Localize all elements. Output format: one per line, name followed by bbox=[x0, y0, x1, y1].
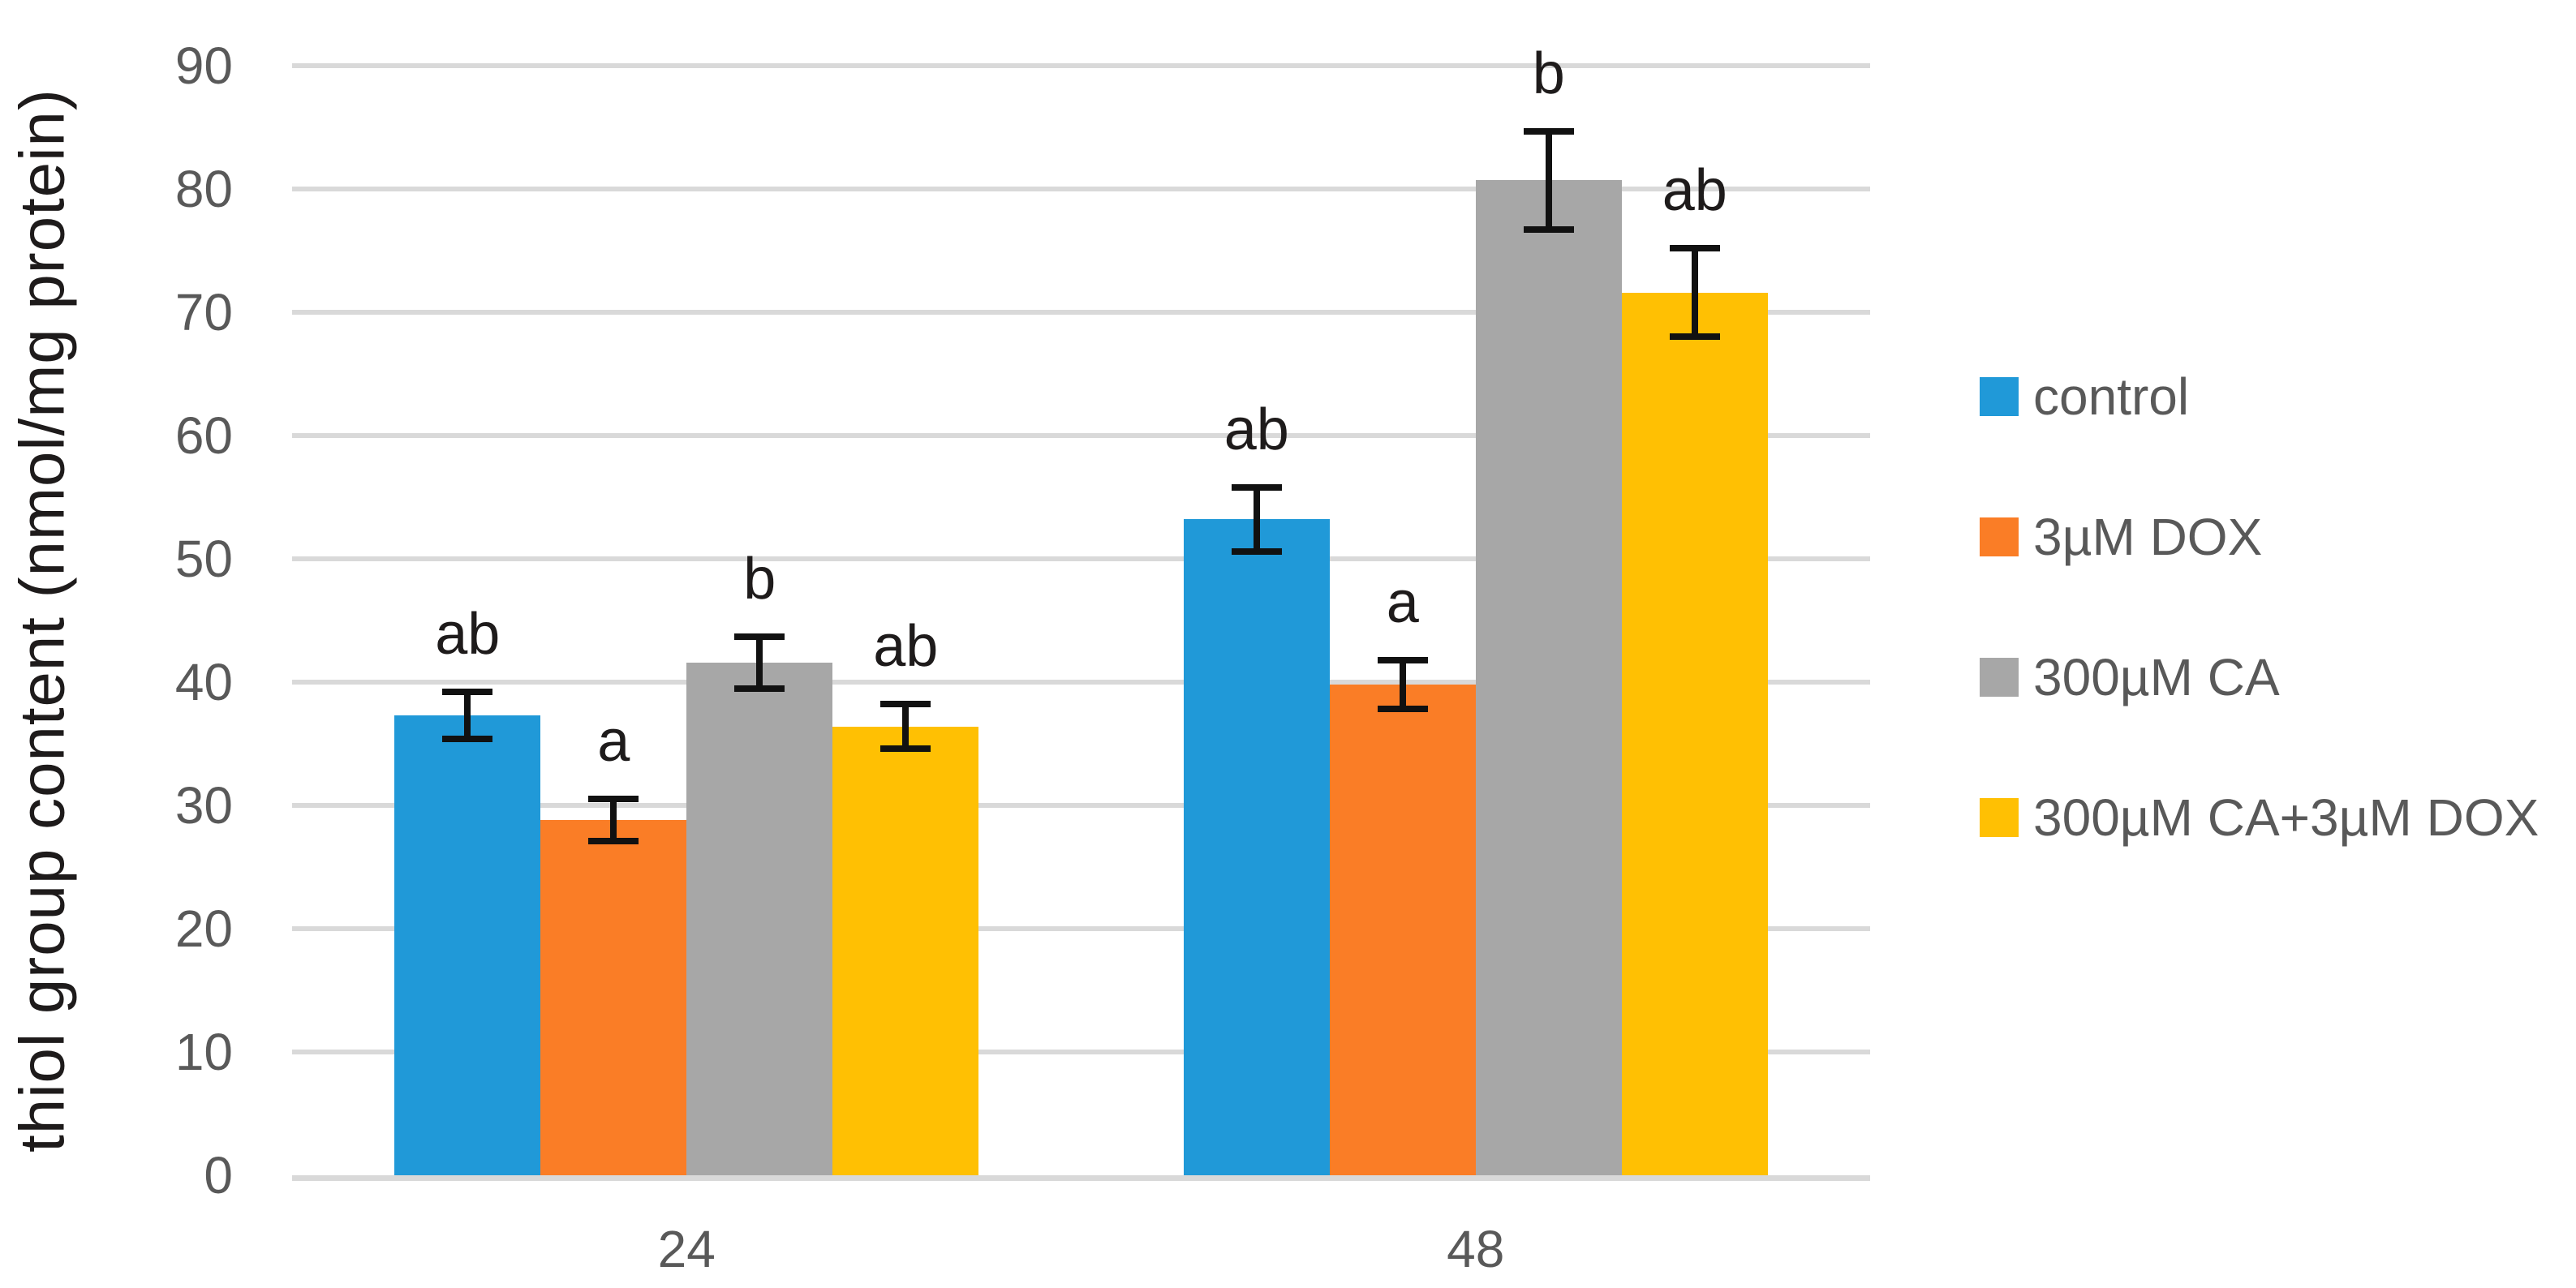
error-bar-line bbox=[1253, 487, 1260, 552]
y-tick-label: 40 bbox=[174, 653, 233, 711]
error-bar-cap-top bbox=[1523, 127, 1574, 135]
y-tick-label: 90 bbox=[174, 36, 233, 95]
significance-letter: b bbox=[743, 546, 776, 612]
error-bar-line bbox=[610, 799, 617, 842]
significance-letter: ab bbox=[1662, 157, 1727, 223]
legend-label: 300µM CA+3µM DOX bbox=[2033, 788, 2539, 847]
error-bar-line bbox=[902, 704, 910, 749]
gridline bbox=[292, 433, 1870, 438]
y-tick-label: 70 bbox=[174, 283, 233, 341]
significance-letter: ab bbox=[873, 614, 939, 680]
legend-swatch-icon bbox=[1980, 798, 2019, 837]
error-bar-cap-bottom bbox=[1231, 547, 1282, 555]
error-bar-cap-top bbox=[880, 701, 931, 708]
x-category-label: 24 bbox=[657, 1220, 716, 1278]
legend-item: 300µM CA bbox=[1980, 649, 2280, 706]
error-bar-cap-bottom bbox=[1669, 333, 1720, 341]
y-tick-label: 60 bbox=[174, 406, 233, 465]
significance-letter: ab bbox=[1223, 397, 1289, 462]
bar-300-m-ca-3-m-dox bbox=[1621, 292, 1768, 1175]
y-tick-label: 50 bbox=[174, 530, 233, 588]
error-bar-cap-bottom bbox=[1377, 706, 1428, 713]
legend-item: 3µM DOX bbox=[1980, 509, 2262, 565]
gridline bbox=[292, 926, 1870, 931]
error-bar-cap-bottom bbox=[1523, 226, 1574, 234]
bar-300-m-ca bbox=[686, 662, 833, 1175]
gridline bbox=[292, 803, 1870, 808]
error-bar-line bbox=[464, 692, 471, 739]
bar-300-m-ca bbox=[1475, 180, 1622, 1175]
gridline bbox=[292, 556, 1870, 561]
legend-item: 300µM CA+3µM DOX bbox=[1980, 789, 2539, 846]
bar-control bbox=[394, 715, 541, 1175]
error-bar-cap-top bbox=[588, 796, 639, 803]
x-category-label: 48 bbox=[1447, 1220, 1505, 1278]
bar-3-m-dox bbox=[540, 820, 687, 1175]
error-bar-cap-top bbox=[734, 633, 785, 640]
error-bar-line bbox=[1691, 247, 1698, 337]
bar-300-m-ca-3-m-dox bbox=[832, 726, 979, 1175]
error-bar-cap-bottom bbox=[442, 735, 493, 742]
legend-item: control bbox=[1980, 368, 2189, 425]
error-bar-cap-bottom bbox=[880, 745, 931, 753]
error-bar-cap-bottom bbox=[588, 838, 639, 845]
error-bar-line bbox=[756, 636, 763, 689]
y-tick-label: 20 bbox=[174, 899, 233, 958]
bar-control bbox=[1183, 519, 1330, 1175]
legend-swatch-icon bbox=[1980, 517, 2019, 556]
gridline bbox=[292, 63, 1870, 68]
gridline bbox=[292, 310, 1870, 315]
error-bar-cap-top bbox=[1669, 244, 1720, 251]
error-bar-cap-top bbox=[1231, 483, 1282, 491]
error-bar-cap-top bbox=[442, 689, 493, 696]
legend-label: 3µM DOX bbox=[2033, 508, 2263, 566]
gridline bbox=[292, 187, 1870, 191]
error-bar-line bbox=[1399, 659, 1406, 710]
error-bar-cap-bottom bbox=[734, 685, 785, 692]
y-tick-label: 10 bbox=[174, 1023, 233, 1081]
legend-label: control bbox=[2033, 367, 2190, 426]
significance-letter: a bbox=[1386, 569, 1419, 635]
gridline bbox=[292, 680, 1870, 685]
x-axis-line bbox=[292, 1175, 1870, 1181]
error-bar-cap-top bbox=[1377, 656, 1428, 663]
y-tick-label: 0 bbox=[204, 1146, 233, 1204]
gridline bbox=[292, 1050, 1870, 1054]
y-tick-label: 80 bbox=[174, 160, 233, 218]
legend-swatch-icon bbox=[1980, 377, 2019, 416]
error-bar-line bbox=[1545, 131, 1552, 230]
y-tick-label: 30 bbox=[174, 776, 233, 835]
significance-letter: b bbox=[1532, 41, 1565, 106]
y-axis-title: thiol group content (nmol/mg protein) bbox=[6, 88, 78, 1153]
significance-letter: a bbox=[597, 709, 630, 775]
legend-swatch-icon bbox=[1980, 658, 2019, 697]
bar-3-m-dox bbox=[1329, 685, 1476, 1175]
significance-letter: ab bbox=[435, 602, 501, 668]
legend-label: 300µM CA bbox=[2033, 648, 2280, 706]
